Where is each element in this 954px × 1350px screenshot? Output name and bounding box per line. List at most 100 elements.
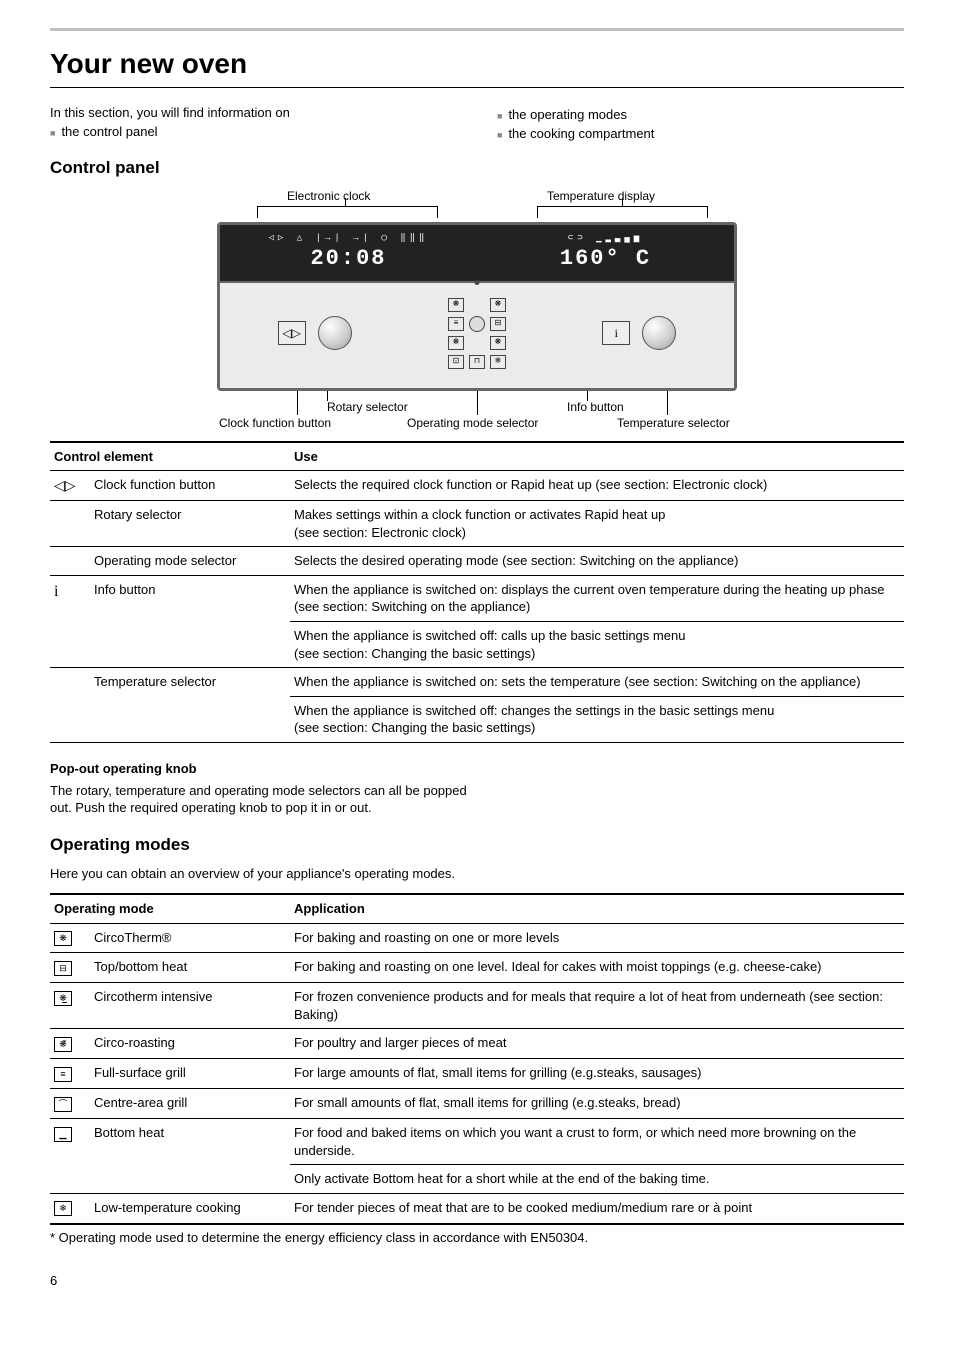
bullet-text: the operating modes xyxy=(508,106,627,124)
operating-modes-table: Operating mode Application ❋CircoTherm®F… xyxy=(50,893,904,1224)
row-name: Rotary selector xyxy=(90,501,290,547)
control-elements-table: Control element Use ◁▷Clock function but… xyxy=(50,441,904,743)
mode-sub-desc: Only activate Bottom heat for a short wh… xyxy=(290,1165,904,1194)
row-icon-empty xyxy=(50,622,90,668)
mode-icon-empty xyxy=(50,1165,90,1194)
mode-desc: For frozen convenience products and for … xyxy=(290,983,904,1029)
bullet-square-icon: ■ xyxy=(497,110,502,122)
rotary-selector-knob[interactable] xyxy=(318,316,352,350)
mode-icon-cell: ⌒ xyxy=(50,1089,90,1119)
info-button[interactable]: i xyxy=(602,321,630,345)
top-rule xyxy=(50,28,904,31)
th-use: Use xyxy=(290,442,904,471)
control-panel-diagram: Electronic clock Temperature display ◁▷ … xyxy=(50,188,904,431)
row-icon xyxy=(50,668,90,697)
th-operating-mode: Operating mode xyxy=(50,894,290,923)
page-title: Your new oven xyxy=(50,45,904,83)
control-panel-heading: Control panel xyxy=(50,157,904,180)
temp-icons-row: ⊂⊃ ▁▂▃▄▅ xyxy=(568,232,643,244)
mode-name: Circo-roasting xyxy=(90,1029,290,1059)
bullet-square-icon: ■ xyxy=(497,129,502,141)
mode-icon-cell: ❋̲ xyxy=(50,983,90,1029)
row-name-empty xyxy=(90,696,290,742)
mode-name: Low-temperature cooking xyxy=(90,1193,290,1223)
popout-text: The rotary, temperature and operating mo… xyxy=(50,782,470,817)
mode-desc: For small amounts of flat, small items f… xyxy=(290,1089,904,1119)
clock-function-button[interactable]: ◁▷ xyxy=(278,321,306,345)
mode-name: Bottom heat xyxy=(90,1119,290,1165)
label-electronic-clock: Electronic clock xyxy=(287,188,370,204)
row-desc: Selects the required clock function or R… xyxy=(290,471,904,501)
clock-display: ◁▷ △ |→| →| ◯ ‖‖‖ 20:08 xyxy=(220,225,477,281)
mode-icon-cell: ≡ xyxy=(50,1059,90,1089)
mode-icon: ⌒ xyxy=(54,1097,72,1112)
mode-desc: For baking and roasting on one or more l… xyxy=(290,923,904,953)
intro-columns: In this section, you will find informati… xyxy=(50,104,904,143)
th-application: Application xyxy=(290,894,904,923)
title-underline xyxy=(50,87,904,88)
mode-icon-cell: ▁ xyxy=(50,1119,90,1165)
bullet-control-panel: ■ the control panel xyxy=(50,123,457,141)
mode-name: Centre-area grill xyxy=(90,1089,290,1119)
mode-desc: For food and baked items on which you wa… xyxy=(290,1119,904,1165)
row-name: Operating mode selector xyxy=(90,547,290,576)
row-name: Clock function button xyxy=(90,471,290,501)
popout-heading: Pop-out operating knob xyxy=(50,760,904,778)
row-icon-empty xyxy=(50,696,90,742)
th-control-element: Control element xyxy=(50,442,290,471)
mode-name: Circotherm intensive xyxy=(90,983,290,1029)
mode-icon-cell: ❋̄ xyxy=(50,1029,90,1059)
center-dot-icon xyxy=(475,280,480,285)
mode-name: Top/bottom heat xyxy=(90,953,290,983)
row-name-empty xyxy=(90,622,290,668)
mode-icon: ▁ xyxy=(54,1127,72,1142)
mode-icon: ❋̄ xyxy=(54,1037,72,1052)
bullet-cooking-compartment: ■ the cooking compartment xyxy=(497,125,904,143)
row-sub-desc: When the appliance is switched off: chan… xyxy=(290,696,904,742)
row-name: Temperature selector xyxy=(90,668,290,697)
mode-icon: ❋ xyxy=(54,931,72,946)
row-desc: Makes settings within a clock function o… xyxy=(290,501,904,547)
clock-icons-row: ◁▷ △ |→| →| ◯ ‖‖‖ xyxy=(269,232,429,244)
mode-icon-cell: ❋ xyxy=(50,923,90,953)
mode-desc: For poultry and larger pieces of meat xyxy=(290,1029,904,1059)
operating-mode-selector[interactable]: ❋❋ ≡⊟ ❋❋ ⊡⊓❄ xyxy=(447,297,507,370)
mode-name-empty xyxy=(90,1165,290,1194)
row-icon xyxy=(50,547,90,576)
bullet-text: the control panel xyxy=(61,123,157,141)
row-desc: Selects the desired operating mode (see … xyxy=(290,547,904,576)
temp-display: ⊂⊃ ▁▂▃▄▅ 160° C xyxy=(477,225,734,281)
bullet-text: the cooking compartment xyxy=(508,125,654,143)
mode-name: CircoTherm® xyxy=(90,923,290,953)
mode-icon-cell: ❄ xyxy=(50,1193,90,1223)
mode-desc: For baking and roasting on one level. Id… xyxy=(290,953,904,983)
row-desc: When the appliance is switched on: displ… xyxy=(290,575,904,621)
mode-icon: ❄ xyxy=(54,1201,72,1216)
bullet-operating-modes: ■ the operating modes xyxy=(497,106,904,124)
mode-icon-cell: ⊟ xyxy=(50,953,90,983)
label-info-button: Info button xyxy=(567,399,624,415)
label-rotary-selector: Rotary selector xyxy=(327,399,408,415)
modes-footnote: * Operating mode used to determine the e… xyxy=(50,1224,904,1247)
row-icon: i xyxy=(50,575,90,621)
mode-name: Full-surface grill xyxy=(90,1059,290,1089)
label-clock-function-button: Clock function button xyxy=(219,415,331,431)
mode-desc: For tender pieces of meat that are to be… xyxy=(290,1193,904,1223)
temperature-selector-knob[interactable] xyxy=(642,316,676,350)
operating-modes-heading: Operating modes xyxy=(50,834,904,857)
row-desc: When the appliance is switched on: sets … xyxy=(290,668,904,697)
page-number: 6 xyxy=(50,1272,904,1290)
row-icon xyxy=(50,501,90,547)
intro-text: In this section, you will find informati… xyxy=(50,104,457,122)
bullet-square-icon: ■ xyxy=(50,127,55,139)
operating-modes-intro: Here you can obtain an overview of your … xyxy=(50,865,470,883)
label-temperature-display: Temperature display xyxy=(547,188,655,204)
label-temperature-selector: Temperature selector xyxy=(617,415,730,431)
label-operating-mode-selector: Operating mode selector xyxy=(407,415,538,431)
mode-icon: ❋̲ xyxy=(54,991,72,1006)
mode-icon: ⊟ xyxy=(54,961,72,976)
mode-icon: ≡ xyxy=(54,1067,72,1082)
temp-value: 160° C xyxy=(560,244,651,274)
row-name: Info button xyxy=(90,575,290,621)
clock-value: 20:08 xyxy=(310,244,386,274)
